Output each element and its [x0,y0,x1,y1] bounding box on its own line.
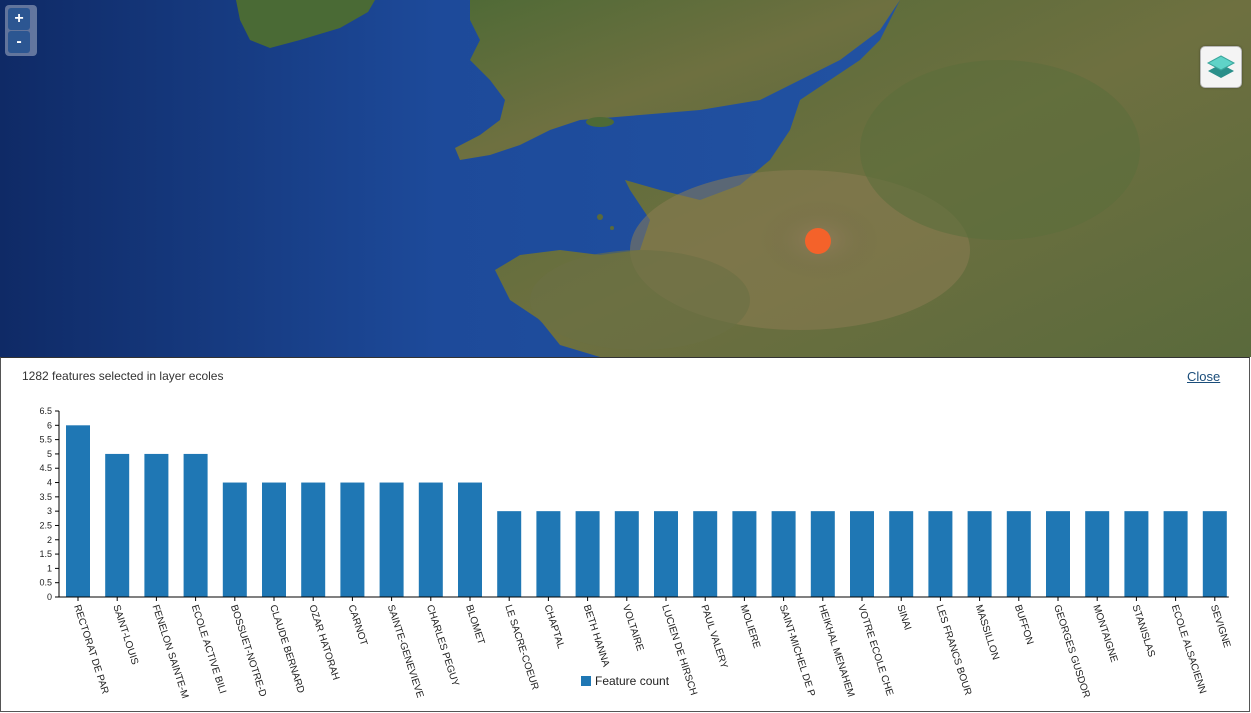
bar [889,511,914,597]
x-tick-label: PAUL VALERY [698,604,729,671]
bar [105,453,130,597]
bar [732,511,757,597]
x-tick-label: LES FRANCS BOUR [934,604,974,697]
layer-switcher-button[interactable] [1200,46,1242,88]
bar [379,482,404,597]
x-tick-label: CARNOT [346,604,370,648]
panel-title: 1282 features selected in layer ecoles [22,369,224,383]
bar [693,511,718,597]
x-tick-label: SAINT-LOUIS [110,604,140,667]
x-tick-label: SINAI [894,604,913,632]
bar [928,511,953,597]
x-tick-label: STANISLAS [1130,604,1157,659]
satellite-imagery [0,0,1251,357]
bar [810,511,835,597]
bar [183,453,208,597]
bar [1202,511,1227,597]
bar [1085,511,1110,597]
y-tick-label: 0 [47,592,52,602]
x-tick-label: VOLTAIRE [620,604,645,653]
bar [340,482,365,597]
x-tick-label: SEVIGNE [1208,604,1232,650]
y-tick-label: 1.5 [39,549,52,559]
bar [771,511,796,597]
x-tick-label: CHARLES PEGUY [424,604,461,689]
y-tick-label: 6.5 [39,406,52,416]
x-tick-label: ECOLE ACTIVE BILI [189,604,228,696]
y-tick-label: 3 [47,506,52,516]
legend-swatch [581,676,591,686]
selection-marker[interactable] [805,228,831,254]
zoom-control: + - [5,5,37,56]
bar [654,511,678,597]
y-tick-label: 2.5 [39,520,52,530]
bar [850,511,874,597]
layers-icon [1206,55,1236,78]
y-tick-label: 0.5 [39,578,52,588]
bar [1163,511,1188,597]
bar [614,511,639,597]
x-tick-label: BOSSUET-NOTRE-D [228,604,268,699]
x-tick-label: MASSILLON [973,604,1001,662]
x-tick-label: BLOMET [463,604,486,647]
y-tick-label: 4 [47,478,52,488]
bar [418,482,443,597]
x-tick-label: RECTORAT DE PAR [71,604,110,696]
zoom-out-button[interactable]: - [8,31,30,53]
bar-series [66,425,1227,597]
bar [458,482,482,597]
bar [144,453,169,597]
zoom-in-button[interactable]: + [8,8,30,30]
x-tick-label: CLAUDE BERNARD [267,604,306,695]
bar [967,511,992,597]
y-tick-label: 5.5 [39,435,52,445]
x-tick-label: BUFFON [1012,604,1035,646]
bar [1124,511,1149,597]
x-tick-label: FENELON SAINTE-M [150,604,191,700]
y-tick-label: 2 [47,535,52,545]
y-tick-label: 1 [47,563,52,573]
bar [1046,511,1070,597]
x-tick-label: MOLIERE [738,604,762,651]
y-tick-label: 5 [47,449,52,459]
bar [222,482,247,597]
y-tick-label: 3.5 [39,492,52,502]
x-tick-label: VOTRE ECOLE CHE [855,604,895,698]
x-tick-label: SAINTE-GENEVIEVE [385,604,426,700]
map-view[interactable]: + - [0,0,1251,357]
y-tick-label: 6 [47,420,52,430]
x-tick-label: CHAPTAL [542,604,567,651]
y-axis: 0 0.5 1 1.5 2 2.5 3 3.5 4 4.5 5 5.5 6 6.5 [39,406,60,602]
bar [262,482,286,597]
x-tick-label: OZAR HATORAH [306,604,341,682]
x-tick-label: HEIKHAL MENAHEM [816,604,856,699]
close-link[interactable]: Close [1187,369,1221,384]
bar-chart: 0 0.5 1 1.5 2 2.5 3 3.5 4 4.5 5 5.5 6 6.5 RECTORAT DE… [39,406,1232,700]
bar [497,511,522,597]
bar [301,482,326,597]
y-tick-label: 4.5 [39,463,52,473]
selection-panel: 1282 features selected in layer ecoles C… [0,357,1250,712]
bar [1006,511,1031,597]
x-tick-label: ECOLE ALSACIENN [1169,604,1208,696]
x-tick-label: MONTAIGNE [1090,604,1119,665]
x-tick-label: BETH HANNA [581,604,611,669]
x-tick-label: SAINT-MICHEL DE P [777,604,817,699]
x-tick-label: GEORGES GUSDOR [1051,604,1092,700]
bar [575,511,600,597]
bar [66,425,90,597]
legend: Feature count [581,674,670,688]
x-tick-label: LE SACRE-COEUR [502,604,540,692]
legend-label: Feature count [595,674,670,688]
bar [536,511,561,597]
